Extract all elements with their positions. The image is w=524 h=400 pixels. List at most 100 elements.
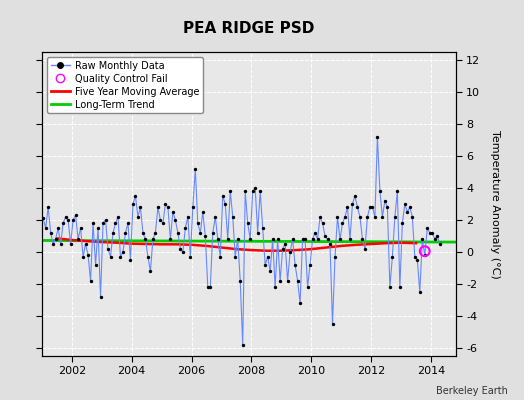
Point: [111, 220, 119, 226]
Text: Berkeley Earth: Berkeley Earth: [436, 386, 508, 396]
Point: [129, 201, 137, 207]
Point: [189, 204, 197, 210]
Point: [254, 230, 262, 236]
Point: [149, 236, 157, 242]
Point: [159, 220, 167, 226]
Point: [416, 289, 424, 295]
Point: [221, 201, 230, 207]
Point: [333, 214, 342, 220]
Point: [161, 201, 170, 207]
Title: PEA RIDGE PSD: PEA RIDGE PSD: [183, 20, 314, 36]
Point: [336, 236, 344, 242]
Point: [67, 241, 75, 247]
Legend: Raw Monthly Data, Quality Control Fail, Five Year Moving Average, Long-Term Tren: Raw Monthly Data, Quality Control Fail, …: [47, 57, 203, 113]
Point: [181, 225, 190, 231]
Point: [391, 214, 399, 220]
Point: [57, 241, 65, 247]
Point: [401, 201, 409, 207]
Point: [228, 214, 237, 220]
Point: [248, 188, 257, 194]
Point: [71, 212, 80, 218]
Point: [236, 278, 244, 284]
Point: [418, 236, 427, 242]
Point: [136, 204, 145, 210]
Point: [204, 284, 212, 290]
Point: [274, 236, 282, 242]
Point: [346, 236, 354, 242]
Point: [39, 215, 47, 222]
Point: [47, 230, 55, 236]
Y-axis label: Temperature Anomaly (°C): Temperature Anomaly (°C): [490, 130, 500, 278]
Point: [144, 254, 152, 260]
Point: [386, 284, 394, 290]
Point: [266, 268, 275, 274]
Point: [306, 262, 314, 268]
Point: [139, 230, 147, 236]
Point: [64, 217, 72, 223]
Point: [413, 257, 421, 263]
Point: [146, 268, 155, 274]
Point: [319, 220, 327, 226]
Point: [183, 214, 192, 220]
Point: [246, 236, 254, 242]
Point: [303, 284, 312, 290]
Point: [151, 230, 160, 236]
Point: [211, 214, 220, 220]
Point: [101, 217, 110, 223]
Point: [321, 233, 329, 239]
Point: [278, 246, 287, 252]
Point: [308, 236, 316, 242]
Point: [433, 233, 441, 239]
Point: [281, 241, 289, 247]
Point: [283, 278, 292, 284]
Point: [214, 236, 222, 242]
Point: [99, 220, 107, 226]
Point: [353, 204, 362, 210]
Point: [231, 254, 239, 260]
Point: [421, 252, 429, 258]
Point: [381, 198, 389, 204]
Point: [313, 236, 322, 242]
Point: [403, 209, 411, 215]
Point: [293, 278, 302, 284]
Point: [169, 209, 177, 215]
Point: [421, 248, 429, 254]
Point: [348, 201, 357, 207]
Point: [363, 214, 372, 220]
Point: [44, 204, 52, 210]
Point: [358, 236, 367, 242]
Point: [193, 220, 202, 226]
Point: [51, 236, 60, 242]
Point: [74, 236, 82, 242]
Point: [368, 204, 377, 210]
Point: [341, 214, 349, 220]
Point: [191, 166, 200, 172]
Point: [59, 220, 67, 226]
Point: [331, 254, 339, 260]
Point: [268, 236, 277, 242]
Point: [301, 236, 309, 242]
Point: [291, 262, 299, 268]
Point: [109, 230, 117, 236]
Point: [96, 294, 105, 300]
Point: [408, 214, 417, 220]
Point: [298, 236, 307, 242]
Point: [376, 188, 384, 194]
Point: [398, 220, 407, 226]
Point: [91, 262, 100, 268]
Point: [388, 254, 397, 260]
Point: [276, 278, 285, 284]
Point: [124, 220, 132, 226]
Point: [77, 225, 85, 231]
Point: [186, 254, 194, 260]
Point: [134, 214, 142, 220]
Point: [54, 225, 62, 231]
Point: [261, 262, 269, 268]
Point: [286, 249, 294, 255]
Point: [378, 214, 387, 220]
Point: [69, 217, 78, 223]
Point: [393, 188, 401, 194]
Point: [219, 193, 227, 199]
Point: [176, 246, 184, 252]
Point: [156, 217, 165, 223]
